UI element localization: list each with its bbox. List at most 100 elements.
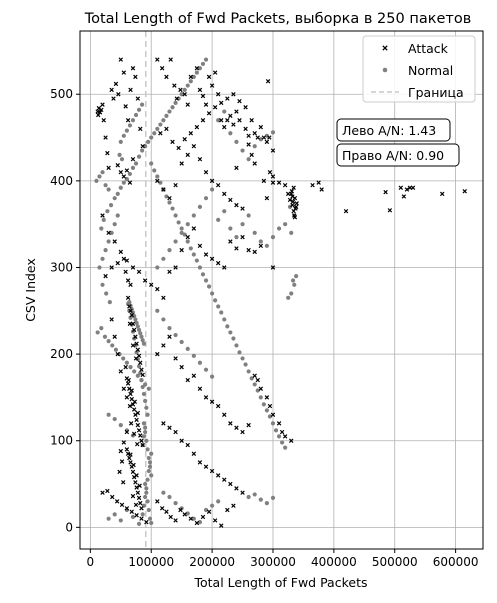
normal-point	[125, 301, 131, 306]
attack-point	[270, 412, 276, 417]
attack-point	[121, 386, 127, 391]
normal-point	[158, 122, 163, 127]
normal-point	[115, 191, 120, 196]
attack-point	[144, 519, 149, 525]
attack-point	[118, 369, 124, 374]
attack-point	[179, 364, 184, 370]
y-tick-label: 400	[50, 174, 73, 188]
attack-point	[252, 130, 257, 136]
attack-point	[270, 265, 276, 270]
normal-point	[286, 295, 291, 300]
attack-point	[240, 206, 245, 211]
x-tick-label: 400000	[311, 555, 357, 569]
attack-point	[119, 459, 125, 464]
normal-point	[134, 350, 139, 355]
attack-point	[179, 161, 184, 166]
normal-point	[152, 168, 157, 173]
attack-point	[194, 520, 200, 526]
attack-point	[135, 490, 141, 495]
attack-point	[279, 429, 285, 435]
normal-point	[182, 87, 187, 93]
normal-point	[99, 226, 104, 231]
normal-point	[264, 243, 269, 248]
attack-point	[135, 347, 141, 352]
attack-point	[140, 442, 145, 448]
attack-point	[185, 234, 190, 240]
attack-point	[168, 57, 173, 62]
attack-point	[191, 226, 197, 231]
attack-point	[276, 421, 282, 426]
normal-point	[133, 161, 139, 166]
normal-point	[200, 272, 206, 277]
normal-point	[258, 137, 263, 142]
normal-point	[146, 468, 151, 474]
attack-point	[129, 509, 134, 514]
normal-point	[270, 130, 276, 135]
attack-point	[282, 434, 288, 439]
normal-point	[167, 248, 172, 253]
attack-point	[212, 70, 218, 75]
normal-point	[146, 139, 151, 144]
attack-point	[197, 87, 203, 93]
normal-point	[276, 226, 282, 231]
legend-marker-attack	[382, 45, 388, 51]
normal-point	[176, 220, 181, 225]
x-axis-ticks: 0 100000 200000 300000 400000 500000 600000	[87, 549, 479, 569]
chart-title: Total Length of Fwd Packets, выборка в 2…	[84, 11, 472, 27]
normal-point	[246, 213, 251, 218]
annotation-left-ratio: Лево A/N: 1.43	[336, 118, 451, 142]
normal-point	[270, 235, 276, 240]
normal-point	[101, 217, 106, 222]
normal-point	[197, 204, 203, 209]
normal-point	[136, 327, 142, 332]
normal-point	[234, 139, 239, 144]
normal-point	[191, 74, 196, 80]
attack-point	[231, 92, 236, 97]
normal-point	[240, 356, 245, 361]
normal-point	[105, 209, 110, 214]
attack-point	[185, 442, 190, 448]
normal-point	[170, 206, 175, 211]
normal-point	[155, 126, 160, 131]
attack-point	[185, 377, 190, 383]
attack-point	[287, 197, 293, 203]
normal-point	[219, 310, 224, 315]
attack-point	[164, 126, 169, 132]
attack-point	[200, 93, 206, 99]
attack-point	[219, 523, 224, 528]
normal-point	[144, 405, 149, 410]
attack-point	[133, 480, 138, 485]
attack-point	[228, 239, 233, 244]
normal-point	[167, 109, 172, 114]
normal-point	[228, 226, 233, 231]
x-tick-label: 0	[87, 555, 95, 569]
normal-point	[164, 113, 169, 118]
attack-point	[249, 117, 254, 123]
normal-point	[99, 326, 104, 331]
normal-point	[252, 382, 257, 387]
normal-point	[179, 230, 184, 235]
attack-point	[267, 403, 273, 409]
attack-point	[240, 429, 245, 435]
attack-point	[131, 407, 137, 412]
normal-point	[289, 230, 294, 235]
attack-point	[135, 410, 141, 416]
x-tick-label: 200000	[189, 555, 235, 569]
attack-point	[316, 180, 321, 185]
attack-point	[128, 452, 133, 457]
y-tick-label: 300	[50, 260, 73, 274]
attack-point	[130, 66, 136, 71]
attack-point	[222, 412, 227, 417]
attack-point	[121, 256, 127, 262]
attack-point	[215, 260, 221, 266]
attack-point	[243, 126, 248, 132]
normal-point	[118, 139, 123, 144]
attack-point	[252, 161, 257, 166]
normal-point	[133, 317, 138, 322]
normal-point	[147, 516, 153, 521]
normal-point	[143, 429, 148, 435]
normal-point	[149, 520, 154, 526]
attack-point	[134, 485, 139, 490]
normal-point	[252, 492, 257, 497]
attack-point	[123, 104, 128, 109]
